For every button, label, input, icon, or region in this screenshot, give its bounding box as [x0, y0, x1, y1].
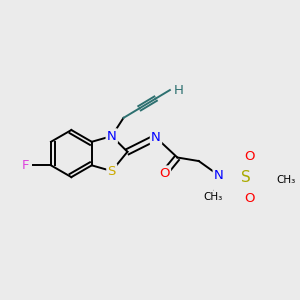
Text: F: F [22, 159, 30, 172]
Text: S: S [241, 170, 251, 185]
Text: O: O [244, 150, 255, 163]
Text: S: S [107, 164, 116, 178]
Text: H: H [173, 84, 183, 97]
Text: N: N [214, 169, 224, 182]
Text: CH₃: CH₃ [203, 192, 223, 202]
Text: O: O [159, 167, 170, 180]
Text: O: O [244, 192, 255, 206]
Text: N: N [107, 130, 117, 142]
Text: N: N [151, 131, 161, 144]
Text: CH₃: CH₃ [277, 175, 296, 184]
